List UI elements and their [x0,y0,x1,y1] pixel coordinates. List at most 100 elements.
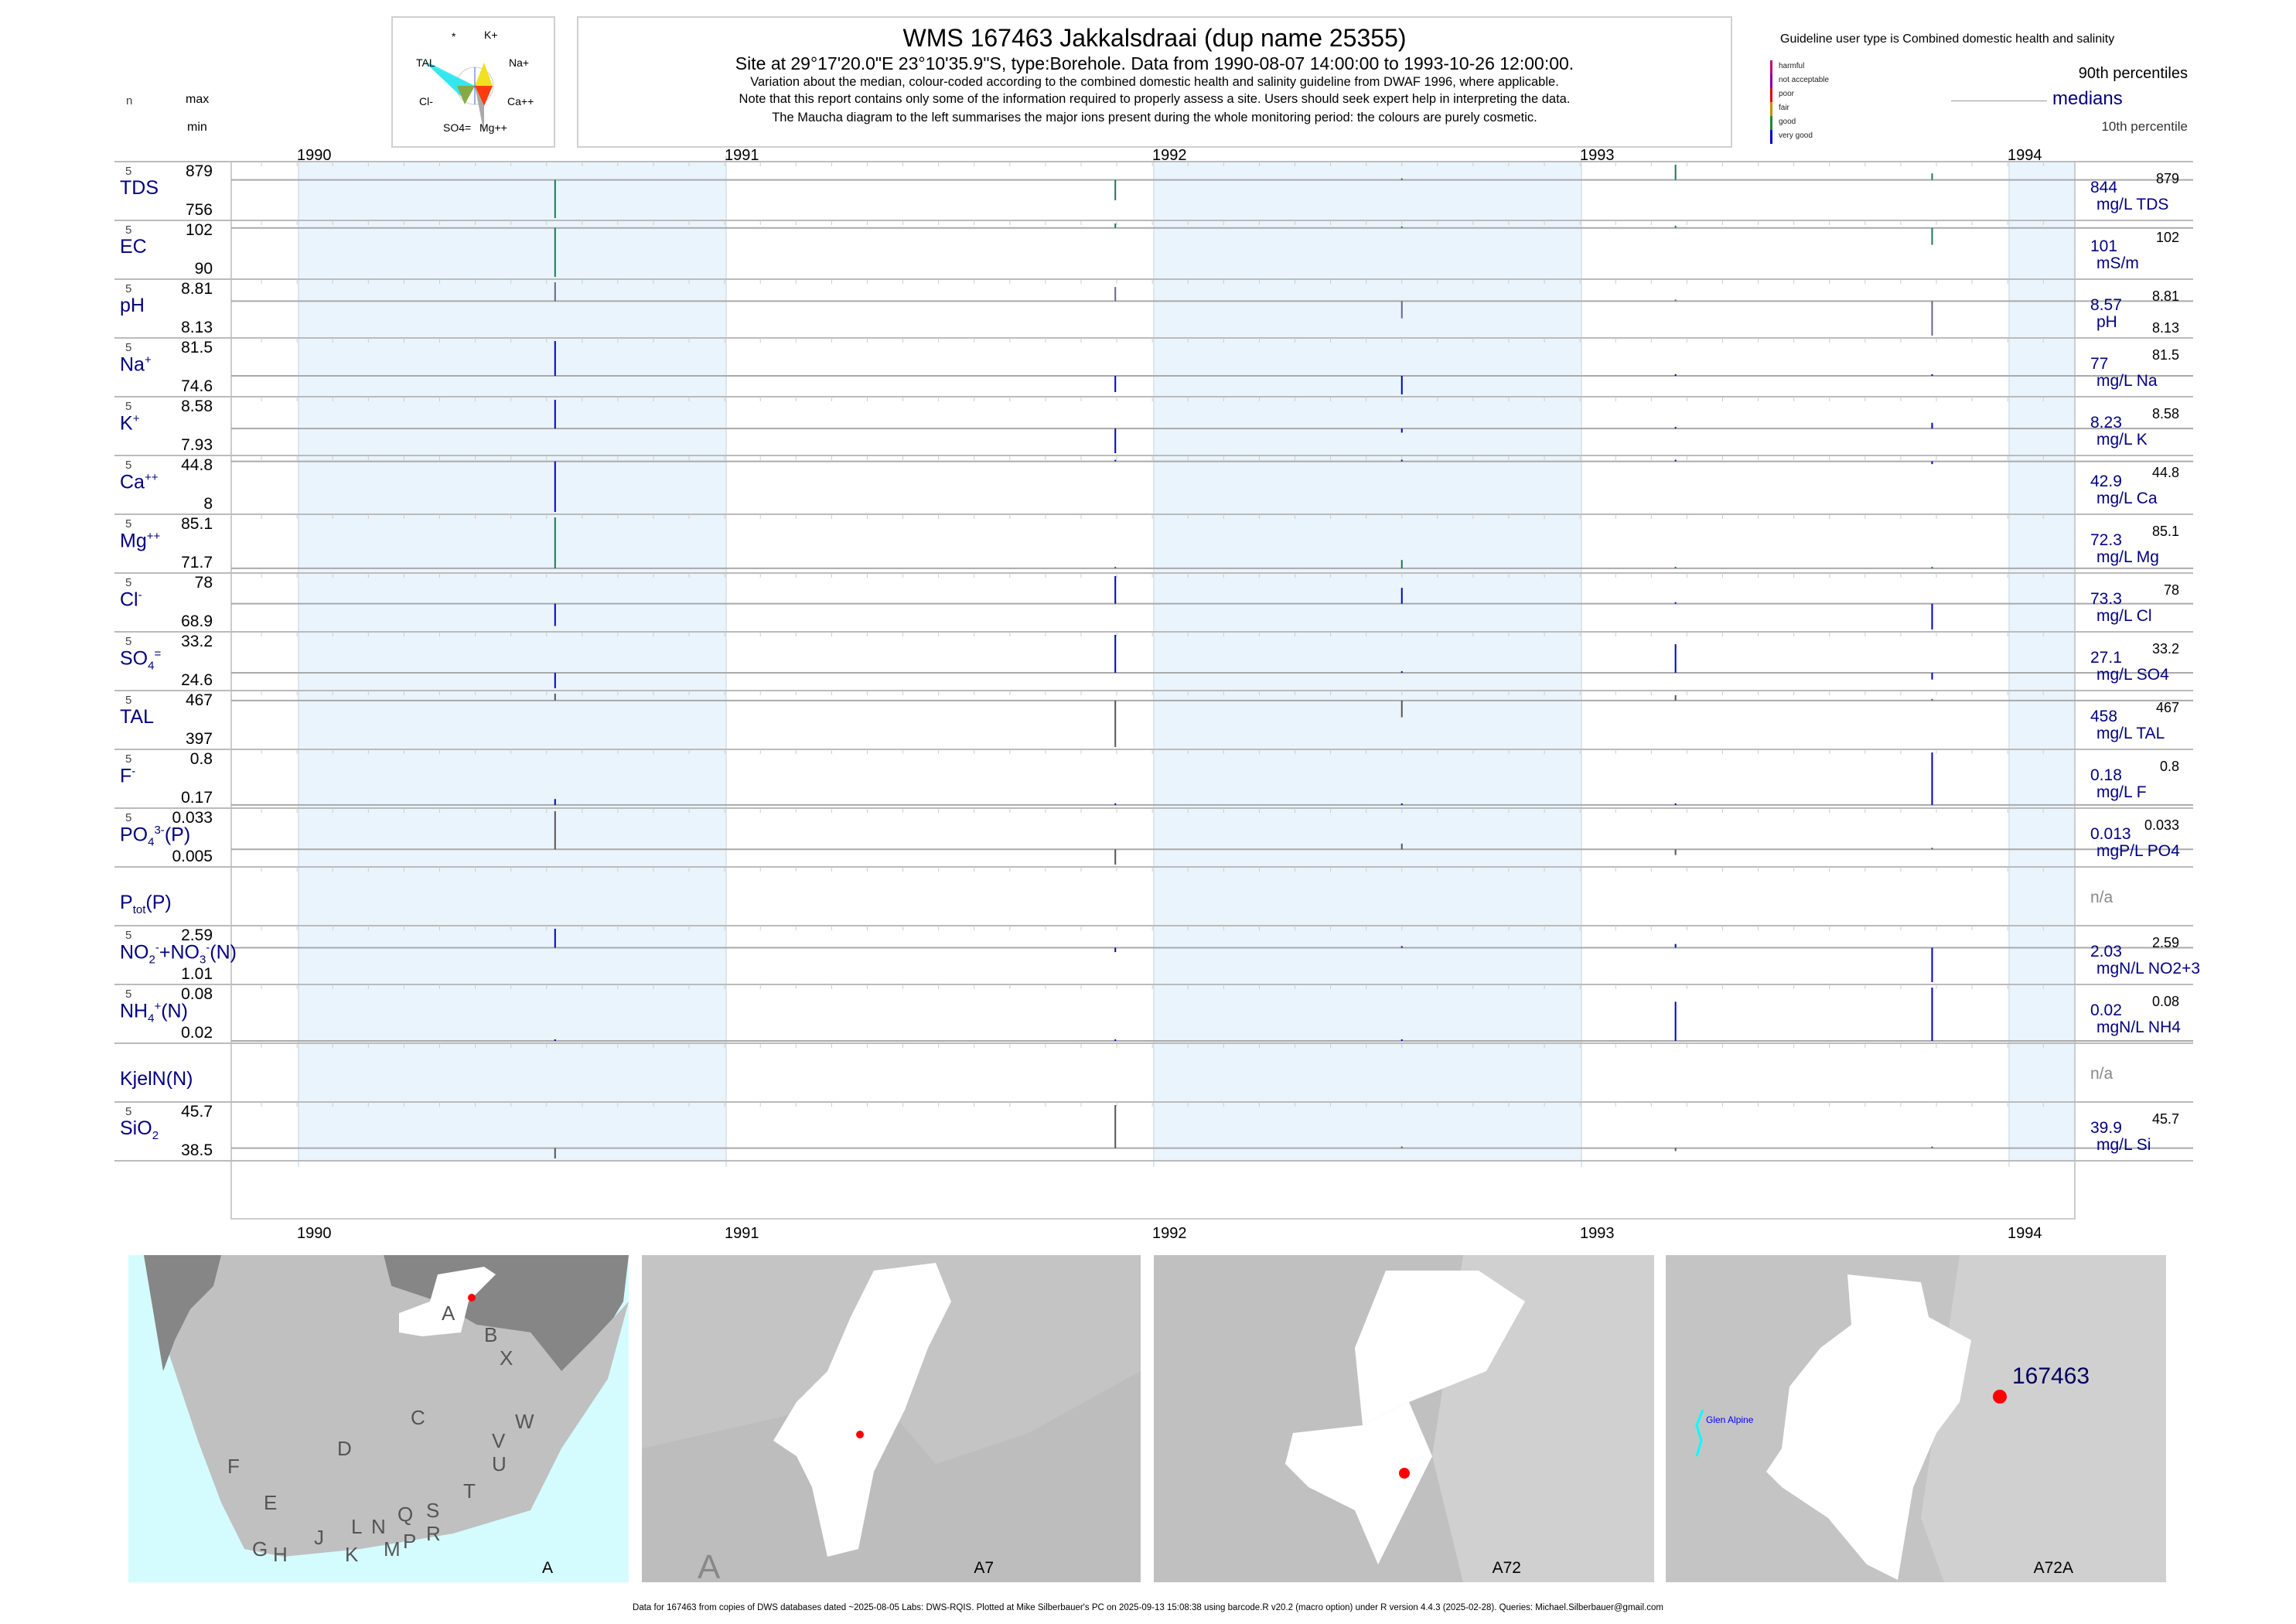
unit-label: mg/L TAL [2096,725,2165,742]
drainage-region-label: D [337,1437,352,1460]
legend-label: harmful [1779,62,1805,70]
median-value: 0.013 [2090,825,2131,843]
label-part: = [154,647,162,660]
parameter-label-no23: NO2-+NO3-(N) [120,941,237,966]
right-max-value: 8.81 [2151,288,2179,304]
shaded-year-band [299,162,726,1161]
max-value: 33.2 [181,633,213,650]
drainage-region-label: X [500,1346,513,1370]
max-value: 85.1 [181,515,213,533]
maucha-label-star: * [452,30,456,43]
label-part: tot [132,903,146,916]
drainage-region-label: V [492,1429,506,1452]
max-value: 8.58 [181,397,213,415]
sample-count: 5 [125,1105,132,1118]
max-value: 44.8 [181,456,213,474]
drainage-region-label: L [351,1515,363,1538]
map-a72-graphic [1285,1255,1654,1582]
map-caption: A [541,1559,553,1577]
parameter-label-so4: SO4= [120,647,161,672]
median-value: 458 [2090,708,2118,725]
legend-10th: 10th percentile [2101,119,2188,134]
maucha-ca [475,86,493,106]
map-a72: A72 [1154,1255,1654,1582]
legend-label: not acceptable [1779,76,1830,84]
median-value: 42.9 [2090,473,2122,490]
drainage-region-label: T [463,1479,476,1503]
label-part: 4 [148,1012,155,1025]
map-caption: A72A [2033,1559,2073,1577]
label-part: F [120,765,132,787]
min-value: 71.7 [181,554,213,571]
legend-color-harmful [1770,60,1772,74]
site-marker [468,1294,476,1302]
parameter-label-sio2: SiO2 [120,1117,159,1142]
map-caption: A72 [1492,1559,1521,1577]
right-max-value: 8.58 [2151,406,2179,421]
column-header-min: min [187,121,207,134]
label-part: - [206,941,210,954]
site-marker [1993,1390,2007,1404]
unit-label: mS/m [2096,254,2139,272]
maucha-label-tal: TAL [416,56,435,69]
drainage-region-label: M [384,1537,401,1561]
label-part: pH [120,295,145,316]
barcode-chart [114,155,2193,1220]
shaded-year-band [1154,162,1581,1161]
median-value: 72.3 [2090,531,2122,549]
min-value: 90 [194,260,213,278]
drainage-region-label: S [426,1499,440,1522]
parameter-label-po4: PO43-(P) [120,824,190,848]
label-part: EC [120,236,147,258]
right-max-value: 85.1 [2151,524,2179,539]
parameter-label-cl: Cl- [120,589,142,611]
label-part: TDS [120,177,159,199]
min-value: 0.005 [172,848,213,865]
label-part: 4 [148,835,155,849]
sample-count: 5 [125,282,132,295]
unit-label: mg/L Na [2096,372,2158,390]
min-value: 397 [185,730,213,748]
max-value: 78 [194,574,213,592]
max-value: 102 [185,221,213,239]
site-subtitle: Site at 29°17'20.0"E 23°10'35.9"S, type:… [735,53,1574,73]
parameter-label-k: K+ [120,412,139,435]
map-caption: A7 [974,1559,994,1577]
label-part: 4 [148,659,155,673]
median-value: 0.02 [2090,1001,2122,1019]
legend-label: good [1779,118,1796,126]
drainage-region-label: W [515,1410,534,1433]
column-header-max: max [186,93,210,106]
label-part: 3 [199,953,206,967]
sample-count: 5 [125,811,132,824]
label-part: Na [120,353,145,376]
parameter-label-na: Na+ [120,353,152,376]
year-label: 1991 [725,1225,759,1242]
right-max-value: 0.033 [2144,817,2179,833]
unit-label: mg/L Si [2096,1136,2151,1154]
drainage-region-label: B [484,1323,498,1346]
parameter-label-kjeln: KjelN(N) [120,1068,193,1090]
sample-count: 5 [125,988,132,1001]
unit-label: mgP/L PO4 [2096,842,2180,860]
shaded-year-band [2009,162,2075,1161]
legend-label: poor [1779,90,1795,98]
label-part: KjelN(N) [120,1068,193,1090]
parameter-label-nh4: NH4+(N) [120,1000,188,1025]
label-part: TAL [120,706,154,728]
median-value: 101 [2090,237,2118,255]
map-south-africa-graphic [128,1255,629,1557]
unit-label: mg/L Ca [2096,490,2158,507]
label-part: P [120,892,133,913]
min-value: 756 [185,201,213,219]
median-value: 8.57 [2090,296,2122,314]
maucha-label-cl: Cl- [419,95,433,107]
maucha-diagram: * K+ Na+ Ca++ Mg++ SO4= Cl- TAL [391,16,555,148]
drainage-region-label: N [371,1515,386,1538]
max-value: 467 [185,691,213,709]
year-label: 1994 [2008,1225,2042,1242]
parameter-label-mg: Mg++ [120,530,160,552]
parameter-label-ph: pH [120,295,145,317]
max-value: 81.5 [181,339,213,357]
